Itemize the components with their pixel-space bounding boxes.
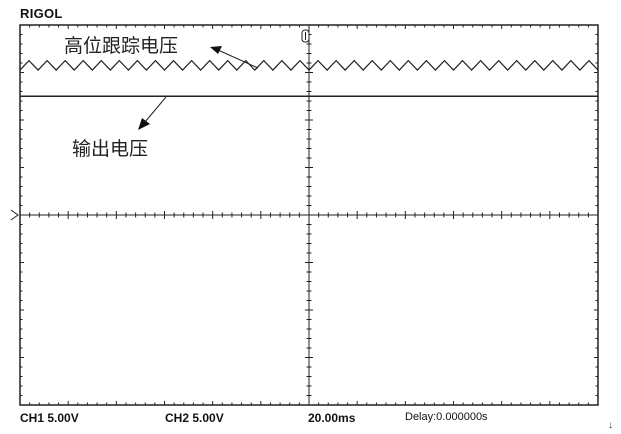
trigger-delay: Delay:0.000000s <box>405 411 488 423</box>
annotation-label: 输出电压 <box>72 138 148 160</box>
trigger-position-marker-icon <box>301 29 310 43</box>
ch2-scale: CH2 5.00V <box>165 411 224 425</box>
trace-high-tracking-voltage <box>19 59 599 71</box>
annotation-high-tracking-voltage: 高位跟踪电压 <box>64 35 259 69</box>
annotation-output-voltage: 输出电压 <box>72 96 167 160</box>
waveform-traces <box>19 59 599 97</box>
arrow-head-icon <box>138 118 150 130</box>
graticule <box>19 24 599 406</box>
trigger-level-marker-icon <box>10 209 19 221</box>
rigol-logo: RIGOL <box>20 6 63 21</box>
ch1-scale: CH1 5.00V <box>20 411 79 425</box>
markers <box>10 29 310 221</box>
arrow-head-icon <box>210 46 222 54</box>
annotation-label: 高位跟踪电压 <box>64 35 178 57</box>
corner-arrow-icon: ↓ <box>608 420 613 431</box>
timebase: 20.00ms <box>308 411 356 425</box>
